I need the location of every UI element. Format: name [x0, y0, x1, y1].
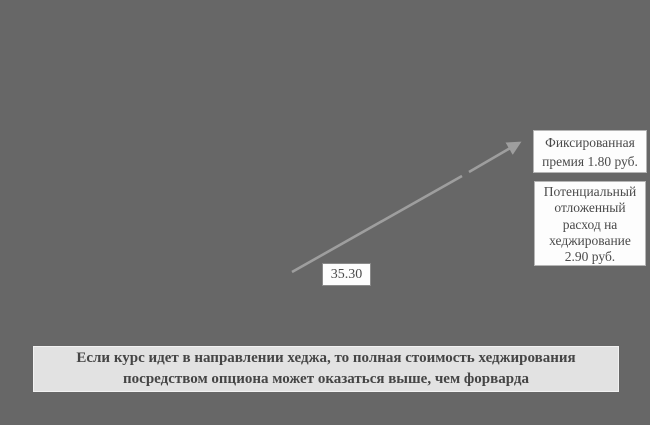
callout-line: Фиксированная	[545, 135, 635, 150]
callout-line: Потенциальный	[543, 184, 637, 199]
callout-line: премия 1.80 руб.	[542, 154, 638, 169]
deferred-cost-callout: Потенциальный отложенный расход на хеджи…	[534, 181, 646, 266]
banner-line: посредством опциона может оказаться выше…	[123, 371, 529, 387]
callout-line: хеджирование	[549, 232, 631, 248]
callout-line: отложенный	[554, 200, 626, 216]
fixed-premium-callout: Фиксированная премия 1.80 руб.	[533, 130, 647, 173]
banner-line: Если курс идет в направлении хеджа, то п…	[76, 350, 576, 366]
trend-line-segment-upper	[468, 141, 522, 174]
callout-line: 2.90 руб.	[564, 249, 616, 265]
rate-label: 35.30	[330, 266, 363, 282]
trend-line-segment-lower	[291, 174, 463, 274]
rate-label-box: 35.30	[322, 263, 371, 286]
callout-line: расход на	[562, 216, 618, 232]
conclusion-banner: Если курс идет в направлении хеджа, то п…	[33, 346, 619, 392]
